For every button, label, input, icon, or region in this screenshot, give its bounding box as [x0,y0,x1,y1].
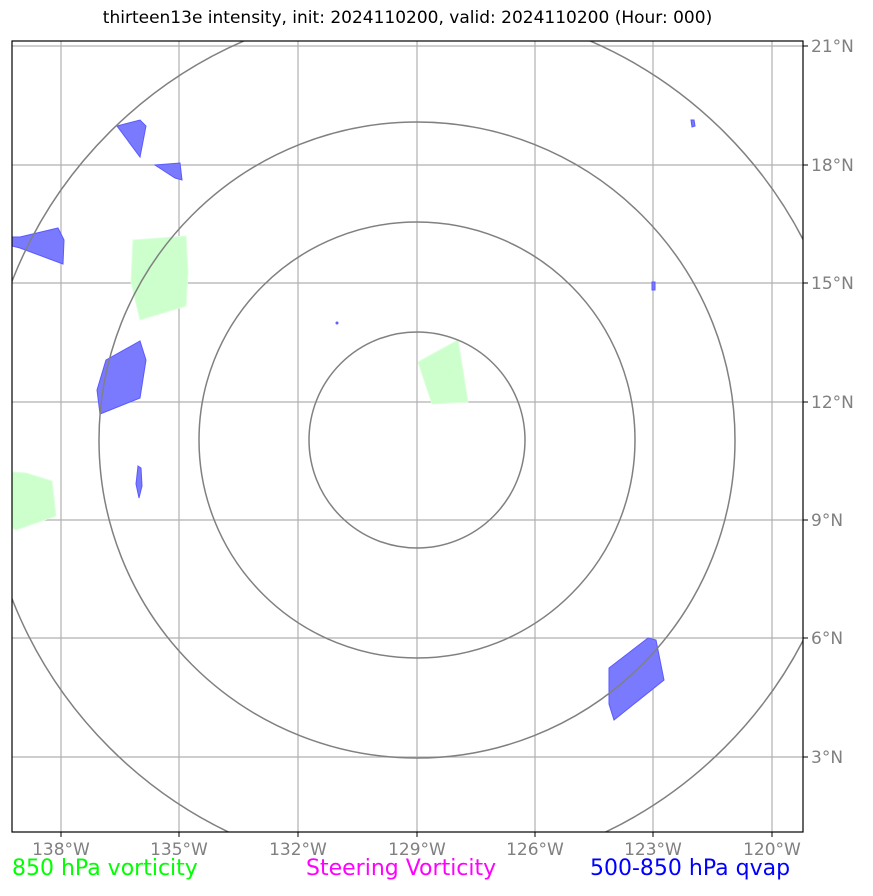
legend-vorticity-850: 850 hPa vorticity [12,856,198,881]
lon-tick-label: 138°W [32,840,90,860]
range-rings [12,41,803,832]
lon-tick-label: 123°W [624,840,682,860]
lon-tick-label: 129°W [388,840,446,860]
vorticity-850-fills [12,235,469,531]
plot-title: thirteen13e intensity, init: 2024110200,… [102,8,713,28]
range-ring-inner [308,331,526,549]
qvap-patch [608,637,665,721]
lat-tick-label: 9°N [811,511,843,531]
qvap-patch [690,119,696,128]
vorticity-patch [130,235,189,321]
graticule [12,41,803,832]
lon-axis: 138°W 135°W 132°W 129°W 126°W 123°W 120°… [32,832,801,860]
legend-steering-vorticity: Steering Vorticity [306,856,497,881]
lon-tick-label: 132°W [269,840,327,860]
range-ring-3 [98,121,736,759]
lat-tick-label: 21°N [811,37,854,57]
qvap-patch [12,227,65,265]
lat-tick-label: 18°N [811,156,854,176]
lat-axis: 21°N 18°N 15°N 12°N 9°N 6°N 3°N [803,37,854,768]
qvap-patch [96,340,147,415]
qvap-patch [651,281,656,291]
map-frame [11,40,804,833]
qvap-speck [335,321,339,325]
lon-tick-label: 126°W [506,840,564,860]
lat-tick-label: 6°N [811,629,843,649]
lat-tick-label: 3°N [811,748,843,768]
vorticity-patch [417,339,469,405]
lon-tick-label: 135°W [150,840,208,860]
lat-tick-label: 15°N [811,274,854,294]
qvap-patch [116,119,147,159]
lon-tick-label: 120°W [743,840,801,860]
vorticity-patch [12,471,57,531]
lat-tick-label: 12°N [811,393,854,413]
legend-qvap: 500-850 hPa qvap [590,856,791,881]
range-ring-2 [198,221,636,659]
qvap-fills [12,119,696,721]
qvap-patch [153,162,183,181]
qvap-patch [135,465,143,499]
